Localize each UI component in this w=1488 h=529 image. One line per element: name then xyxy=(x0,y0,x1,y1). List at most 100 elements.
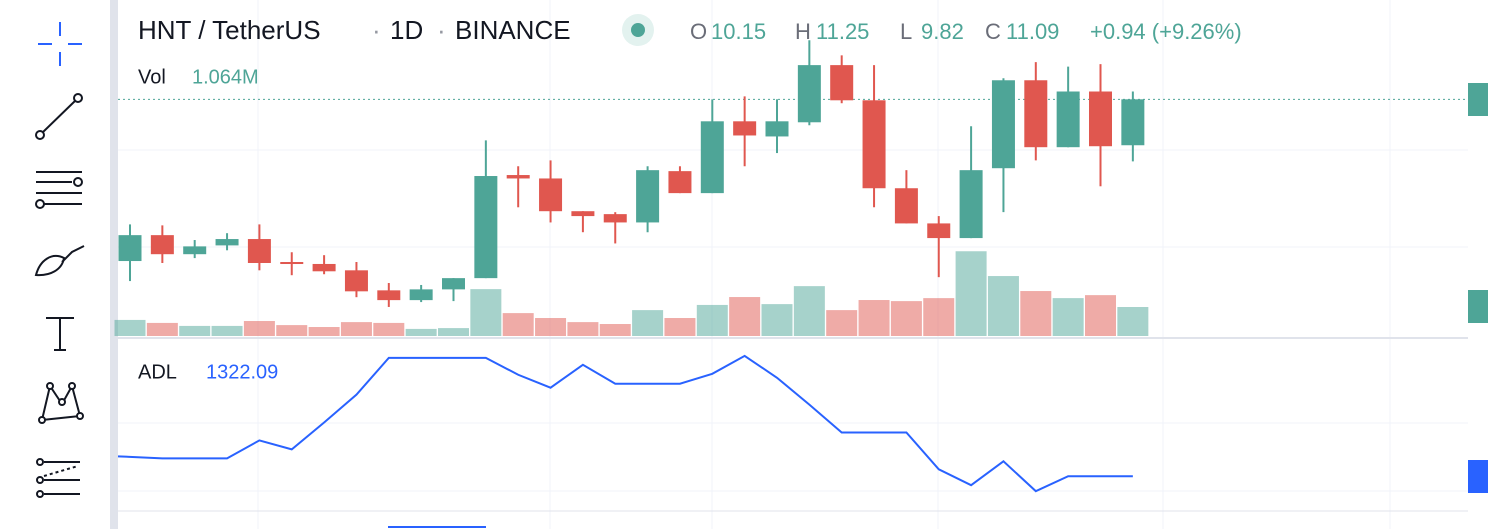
volume-value: 1.064M xyxy=(192,66,259,88)
toolbar-border xyxy=(110,0,118,529)
candle-body xyxy=(215,239,239,246)
trendline-tool[interactable] xyxy=(35,93,83,140)
volume-bar xyxy=(890,301,922,336)
volume-bar xyxy=(1020,291,1052,336)
interval[interactable]: 1D xyxy=(390,15,423,45)
candle-body xyxy=(506,175,530,179)
volume-title: Vol xyxy=(138,66,166,88)
candle-body xyxy=(377,290,401,301)
ohlc-value: 10.15 xyxy=(711,19,766,44)
volume-bar xyxy=(826,310,858,336)
fib-tool[interactable] xyxy=(35,171,83,209)
volume-bar xyxy=(308,327,340,336)
candle-body xyxy=(830,65,854,101)
candle-body xyxy=(700,121,724,194)
adl-line xyxy=(117,354,1133,493)
volume-bar xyxy=(632,310,664,336)
volume-badge xyxy=(1468,290,1488,323)
separator: · xyxy=(372,15,381,45)
candle-body xyxy=(927,223,951,239)
plot xyxy=(114,40,1468,493)
volume-bar xyxy=(987,276,1019,336)
adl-title: ADL xyxy=(138,361,177,383)
candle-body xyxy=(312,263,336,272)
adl-value: 1322.09 xyxy=(206,361,278,383)
symbol[interactable]: HNT / TetherUS xyxy=(138,15,321,45)
price-badge xyxy=(1468,83,1488,116)
volume-bar xyxy=(179,325,211,336)
ohlc-label: O xyxy=(690,19,707,44)
candle-body xyxy=(344,270,368,292)
volume-bar xyxy=(211,325,243,336)
candle-body xyxy=(280,262,304,265)
volume-bar xyxy=(567,322,599,336)
volume-bar xyxy=(276,325,308,336)
candle-body xyxy=(539,178,563,212)
volume-bar xyxy=(1117,307,1149,336)
ohlc-values: O 10.15 H 11.25 L 9.82 C 11.09 xyxy=(690,19,1059,44)
candle-body xyxy=(862,100,886,189)
candle-body xyxy=(409,289,433,301)
ohlc-label: L xyxy=(900,19,912,44)
candle-body xyxy=(991,80,1015,169)
candle-body xyxy=(894,188,918,224)
exchange: BINANCE xyxy=(455,15,571,45)
toolbar xyxy=(34,22,85,498)
prediction-tool[interactable] xyxy=(36,458,80,498)
candle-body xyxy=(959,170,983,239)
volume-bar xyxy=(535,318,567,336)
volume-bar xyxy=(696,304,728,336)
candle-body xyxy=(797,65,821,123)
volume-bar xyxy=(761,304,793,336)
volume-bar xyxy=(793,286,825,336)
candle-body xyxy=(474,176,498,279)
volume-bar xyxy=(1052,298,1084,336)
text-tool[interactable] xyxy=(46,317,74,351)
candle-body xyxy=(636,170,660,223)
market-status-dot xyxy=(631,23,645,37)
candle-body xyxy=(765,121,789,137)
volume-bar xyxy=(114,319,146,336)
candle-body xyxy=(1056,91,1080,148)
ohlc-label: C xyxy=(985,19,1001,44)
candle-body xyxy=(1024,80,1048,148)
candle-body xyxy=(1121,99,1145,146)
volume-bar xyxy=(955,251,987,336)
volume-bar xyxy=(146,322,178,336)
volume-bar xyxy=(923,298,955,336)
volume-bar xyxy=(599,324,631,336)
volume-bar xyxy=(1085,295,1116,336)
candle-body xyxy=(603,214,627,223)
brush-tool[interactable] xyxy=(34,245,85,277)
candle-body xyxy=(118,235,142,262)
candle-body xyxy=(733,121,757,136)
adl-badge xyxy=(1468,460,1488,493)
separator: · xyxy=(437,15,446,45)
ohlc-label: H xyxy=(795,19,811,44)
candle-body xyxy=(571,211,595,217)
candle-body xyxy=(668,171,692,194)
candle-body xyxy=(442,278,465,290)
volume-bar xyxy=(470,289,502,336)
candle-body xyxy=(150,235,174,255)
change: +0.94 (+9.26%) xyxy=(1090,19,1242,44)
ohlc-value: 11.09 xyxy=(1006,19,1059,44)
volume-bar xyxy=(373,322,405,336)
volume-bar xyxy=(729,297,761,336)
candle-body xyxy=(183,246,207,255)
candle-body xyxy=(1089,91,1112,147)
legend: HNT / TetherUS · 1D · BINANCE xyxy=(138,14,654,46)
volume-bar xyxy=(858,300,890,336)
crosshair-tool[interactable] xyxy=(38,22,82,66)
ohlc-value: 9.82 xyxy=(921,19,964,44)
volume-bar xyxy=(438,328,469,336)
pattern-tool[interactable] xyxy=(38,382,84,424)
volume-bar xyxy=(502,313,534,336)
volume-bar xyxy=(664,318,696,336)
volume-bar xyxy=(340,322,372,336)
volume-bar xyxy=(405,328,437,336)
volume-bar xyxy=(243,321,275,336)
